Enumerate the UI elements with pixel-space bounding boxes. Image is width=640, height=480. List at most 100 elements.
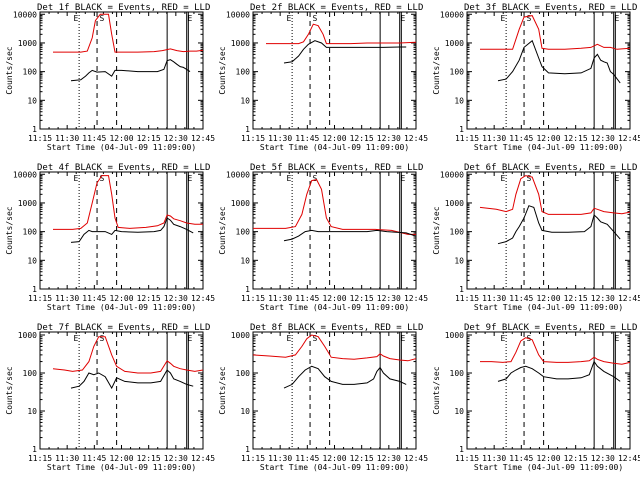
marker-label: E — [500, 174, 505, 183]
panel-8: Det 8f BLACK = Events, RED = LLD 1 10 100 10… — [218, 323, 428, 472]
y-tick-label: 1000 — [18, 199, 37, 208]
x-axis-label: Start Time (04-Jul-09 11:09:00) — [47, 463, 196, 472]
y-tick-label: 1 — [245, 445, 250, 454]
x-tick-label: 11:30 — [482, 134, 506, 143]
x-tick-label: 11:45 — [509, 294, 533, 303]
marker-label: S — [527, 14, 532, 23]
x-tick-label: 12:15 — [564, 294, 588, 303]
y-tick-label: 1000 — [445, 331, 464, 340]
x-tick-label: 11:45 — [82, 294, 106, 303]
y-tick-label: 1 — [459, 285, 464, 294]
panel-9: Det 9f BLACK = Events, RED = LLD 1 10 100 10… — [432, 323, 640, 472]
marker-label: E — [286, 14, 291, 23]
x-tick-label: 11:30 — [268, 294, 292, 303]
x-tick-label: 11:45 — [509, 454, 533, 463]
plot-frame — [466, 171, 631, 290]
plot-frame — [252, 11, 417, 130]
y-axis-label: Counts/sec — [218, 46, 227, 94]
marker-label: E — [615, 174, 620, 183]
plot-frame — [466, 331, 631, 450]
marker-label: E — [500, 334, 505, 343]
events-series-line — [283, 40, 407, 64]
y-tick-label: 1 — [245, 125, 250, 134]
x-tick-label: 11:45 — [295, 454, 319, 463]
y-tick-label: 100 — [450, 228, 465, 237]
lld-series-line — [253, 179, 416, 235]
x-tick-label: 11:30 — [268, 454, 292, 463]
x-tick-label: 12:30 — [377, 294, 401, 303]
events-series-line — [70, 369, 194, 390]
x-tick-label: 11:30 — [55, 134, 79, 143]
y-tick-label: 10 — [240, 96, 250, 105]
x-tick-label: 11:15 — [28, 294, 52, 303]
y-tick-label: 10000 — [226, 10, 250, 19]
lld-series-line — [52, 336, 203, 374]
marker-label: S — [527, 174, 532, 183]
y-tick-label: 100 — [236, 369, 251, 378]
y-tick-label: 10 — [240, 256, 250, 265]
events-series-line — [497, 205, 621, 245]
panel-title: Det 6f BLACK = Events, RED = LLD — [464, 163, 637, 173]
y-tick-label: 10000 — [440, 170, 464, 179]
panel-title: Det 5f BLACK = Events, RED = LLD — [250, 163, 423, 173]
marker-label: E — [286, 334, 291, 343]
x-tick-label: 12:15 — [350, 294, 374, 303]
panel-title: Det 9f BLACK = Events, RED = LLD — [464, 323, 637, 333]
y-tick-label: 100 — [450, 68, 465, 77]
x-axis-label: Start Time (04-Jul-09 11:09:00) — [474, 303, 623, 312]
panel-6: Det 6f BLACK = Events, RED = LLD 1 10 100 10… — [432, 163, 640, 312]
marker-label: E — [73, 14, 78, 23]
y-tick-label: 10 — [454, 407, 464, 416]
x-tick-label: 12:00 — [109, 454, 133, 463]
y-tick-label: 1000 — [445, 199, 464, 208]
x-tick-label: 12:45 — [404, 294, 428, 303]
plot-frame — [252, 331, 417, 450]
events-series-line — [70, 217, 194, 243]
x-tick-label: 12:15 — [564, 454, 588, 463]
x-tick-label: 11:15 — [28, 134, 52, 143]
x-tick-label: 12:00 — [536, 134, 560, 143]
marker-label: E — [615, 334, 620, 343]
x-tick-label: 12:30 — [164, 294, 188, 303]
marker-label: S — [313, 334, 318, 343]
x-tick-label: 11:15 — [28, 454, 52, 463]
lld-series-line — [480, 337, 630, 365]
y-axis-label: Counts/sec — [5, 366, 14, 414]
marker-label: E — [401, 334, 406, 343]
y-tick-label: 10 — [454, 256, 464, 265]
x-tick-label: 12:45 — [191, 134, 215, 143]
panel-4: Det 4f BLACK = Events, RED = LLD 1 10 100 10… — [5, 163, 215, 312]
marker-label: E — [401, 14, 406, 23]
x-tick-label: 12:45 — [404, 454, 428, 463]
x-tick-label: 11:15 — [455, 134, 479, 143]
y-axis-label: Counts/sec — [432, 206, 441, 254]
plot-frame — [39, 171, 204, 290]
y-tick-label: 1000 — [445, 39, 464, 48]
x-tick-label: 12:30 — [591, 134, 615, 143]
y-tick-label: 10 — [27, 96, 37, 105]
marker-label: E — [188, 174, 193, 183]
x-axis-label: Start Time (04-Jul-09 11:09:00) — [260, 143, 409, 152]
x-tick-label: 11:30 — [482, 294, 506, 303]
y-tick-label: 1000 — [18, 39, 37, 48]
panel-title: Det 7f BLACK = Events, RED = LLD — [37, 323, 210, 333]
x-axis-label: Start Time (04-Jul-09 11:09:00) — [47, 303, 196, 312]
x-tick-label: 12:45 — [404, 134, 428, 143]
y-tick-label: 1 — [459, 445, 464, 454]
x-tick-label: 12:00 — [536, 294, 560, 303]
y-tick-label: 100 — [450, 369, 465, 378]
x-tick-label: 12:15 — [350, 454, 374, 463]
y-tick-label: 100 — [23, 68, 38, 77]
y-tick-label: 10000 — [13, 170, 37, 179]
x-tick-label: 11:30 — [268, 134, 292, 143]
y-tick-label: 10000 — [440, 10, 464, 19]
lld-series-line — [480, 15, 630, 50]
y-tick-label: 1000 — [231, 199, 250, 208]
x-tick-label: 11:45 — [82, 134, 106, 143]
marker-label: E — [401, 174, 406, 183]
x-tick-label: 12:00 — [109, 294, 133, 303]
lld-series-line — [53, 175, 203, 230]
y-axis-label: Counts/sec — [218, 366, 227, 414]
x-tick-label: 12:00 — [322, 294, 346, 303]
x-axis-label: Start Time (04-Jul-09 11:09:00) — [260, 303, 409, 312]
